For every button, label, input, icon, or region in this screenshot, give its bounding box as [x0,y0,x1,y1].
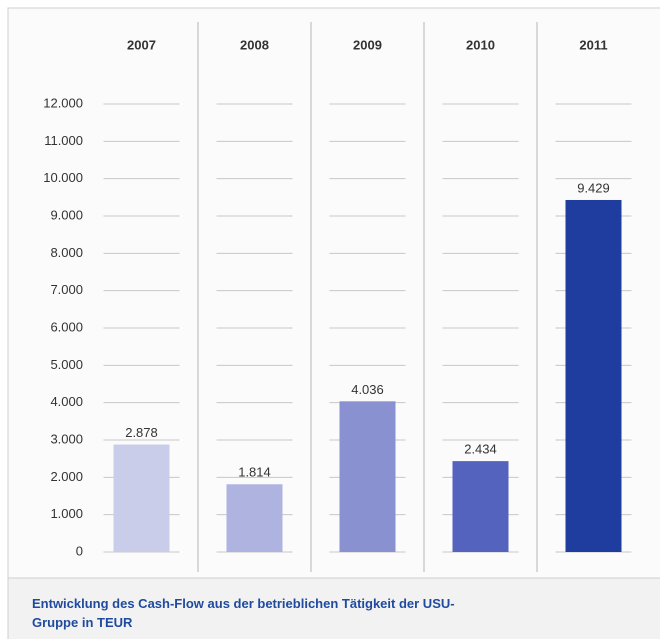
chart-title: Entwicklung des Cash-Flow aus der betrie… [32,596,455,630]
y-tick-label: 11.000 [44,133,83,148]
x-tick-label: 2009 [353,37,382,52]
value-label: 9.429 [577,180,610,195]
value-label: 1.814 [238,465,271,480]
y-tick-label: 7.000 [50,282,83,297]
x-tick-label: 2007 [127,37,156,52]
y-tick-label: 2.000 [50,469,83,484]
bar [565,199,622,552]
bar [452,461,509,552]
y-tick-label: 10.000 [43,170,83,185]
y-tick-label: 3.000 [50,431,83,446]
y-tick-label: 8.000 [50,245,83,260]
bar [339,401,396,552]
y-tick-label: 1.000 [50,506,83,521]
y-tick-label: 5.000 [50,357,83,372]
y-tick-label: 12.000 [43,95,83,110]
y-tick-label: 9.000 [50,207,83,222]
value-label: 4.036 [351,382,384,397]
caption-box [7,577,660,639]
y-tick-label: 4.000 [50,394,83,409]
chart-frame [7,7,660,579]
x-tick-label: 2010 [466,37,495,52]
y-tick-label: 6.000 [50,319,83,334]
x-tick-label: 2011 [579,37,607,52]
x-tick-label: 2008 [240,37,269,52]
bar [226,484,283,552]
value-label: 2.878 [125,425,158,440]
y-tick-label: 0 [76,543,83,558]
bar [113,444,170,552]
value-label: 2.434 [464,442,497,457]
